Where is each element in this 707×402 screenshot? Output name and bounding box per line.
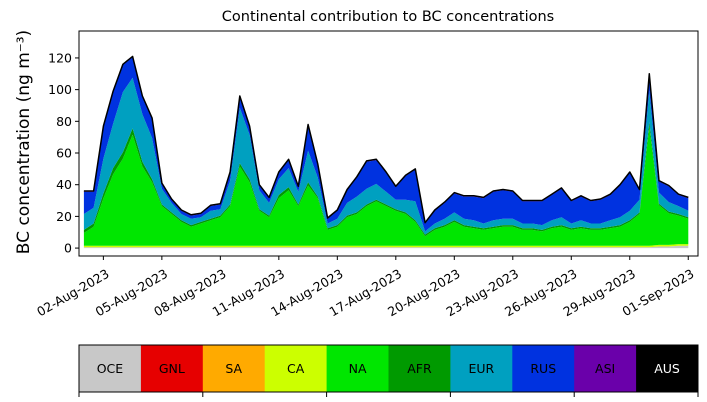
legend-label: EUR bbox=[468, 361, 494, 376]
y-tick-label: 60 bbox=[56, 146, 72, 161]
area-ca bbox=[83, 244, 689, 248]
legend-swatch-rus bbox=[512, 345, 575, 392]
y-tick-label: 120 bbox=[48, 50, 72, 65]
area-na bbox=[83, 126, 689, 246]
legend-label: OCE bbox=[97, 361, 124, 376]
legend-label: AFR bbox=[407, 361, 432, 376]
legend-label: SA bbox=[225, 361, 242, 376]
legend-label: RUS bbox=[530, 361, 556, 376]
y-tick-label: 0 bbox=[64, 241, 72, 256]
y-tick-label: 80 bbox=[56, 114, 72, 129]
legend-swatch-asi bbox=[574, 345, 637, 392]
legend-label: AUS bbox=[654, 361, 680, 376]
chart-title: Continental contribution to BC concentra… bbox=[222, 9, 554, 25]
legend-swatch-gnl bbox=[140, 345, 204, 392]
legend-swatch-oce bbox=[79, 345, 142, 392]
area-oce bbox=[83, 245, 689, 249]
legend-swatch-aus bbox=[636, 345, 699, 392]
legend-colorbar: OCE GNL SA CA NA AFR EUR RUS ASI AUS bbox=[78, 344, 699, 397]
total-line bbox=[83, 55, 689, 224]
legend-frame bbox=[78, 344, 699, 393]
legend-label: GNL bbox=[159, 361, 185, 376]
y-axis: 0 20 40 60 80 100 120 bbox=[48, 50, 79, 256]
legend-label: ASI bbox=[595, 361, 615, 376]
x-axis: 02-Aug-202305-Aug-202308-Aug-202311-Aug-… bbox=[34, 256, 697, 319]
y-tick-label: 100 bbox=[48, 82, 72, 97]
legend-swatch-afr bbox=[388, 345, 451, 392]
legend-swatch-eur bbox=[450, 345, 513, 392]
y-tick-label: 40 bbox=[56, 177, 72, 192]
plot-frame bbox=[78, 30, 699, 257]
legend-swatch-ca bbox=[264, 345, 328, 392]
area-eur bbox=[83, 77, 689, 235]
legend-label: NA bbox=[349, 361, 367, 376]
plot-area bbox=[78, 30, 699, 257]
legend-swatch-sa bbox=[202, 345, 266, 392]
legend-swatch-na bbox=[326, 345, 389, 392]
y-axis-label: BC concentration (ng m⁻³) bbox=[14, 30, 34, 254]
y-tick-label: 20 bbox=[56, 209, 72, 224]
legend-label: CA bbox=[287, 361, 305, 376]
